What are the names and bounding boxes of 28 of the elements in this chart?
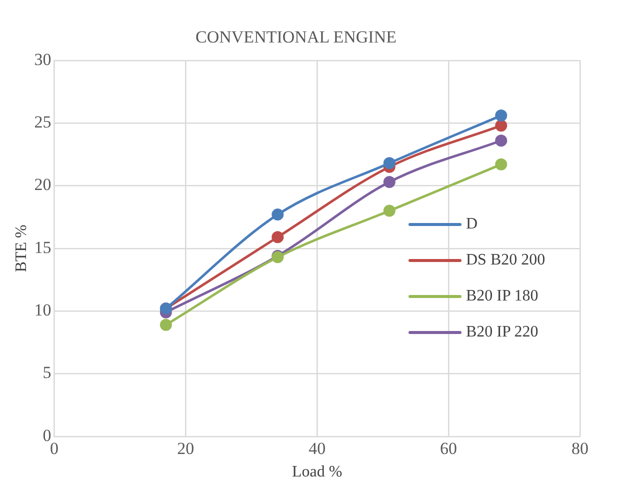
legend-label: DS B20 200 [466, 252, 546, 269]
point [383, 204, 396, 217]
y-tick-label: 25 [34, 112, 52, 132]
x-tick-label: 80 [572, 439, 588, 458]
x-axis-title: Load % [292, 464, 342, 481]
chart-title: CONVENTIONAL ENGINE [196, 28, 396, 47]
y-tick-label: 10 [34, 300, 52, 320]
y-tick-label: 20 [34, 175, 52, 194]
legend-label: D [466, 216, 478, 233]
x-tick-label: 60 [440, 439, 458, 458]
point [272, 231, 284, 244]
point [495, 110, 508, 122]
point [383, 176, 396, 188]
point [495, 120, 508, 132]
point [160, 318, 172, 331]
x-tick-label: 40 [308, 439, 326, 458]
y-tick-label: 5 [42, 363, 52, 382]
y-axis-title: BTE % [12, 224, 30, 272]
legend-label: B20 IP 180 [466, 288, 538, 305]
point [383, 157, 396, 170]
point [272, 208, 284, 221]
point [495, 158, 508, 170]
y-tick-label: 0 [42, 426, 52, 445]
x-tick-label: 20 [177, 439, 194, 458]
y-tick-label: 30 [34, 50, 52, 69]
legend-label: B20 IP 220 [466, 324, 538, 341]
y-tick-label: 15 [34, 238, 52, 257]
point [495, 134, 508, 147]
